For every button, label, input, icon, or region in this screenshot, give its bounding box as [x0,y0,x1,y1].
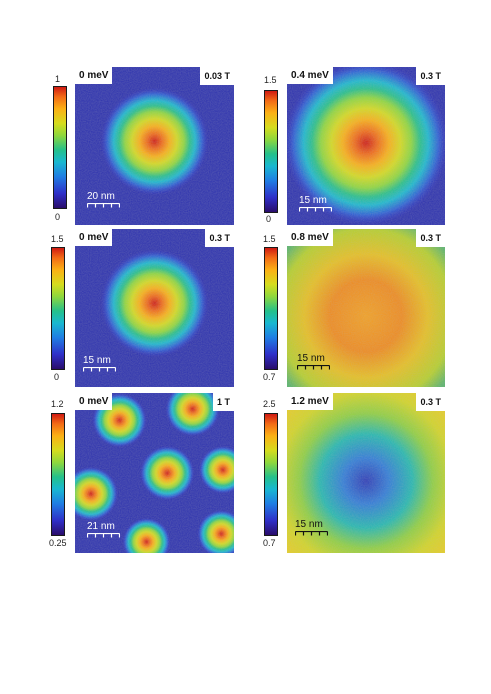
heatmap-image [75,229,234,387]
colorbar [264,413,278,536]
heatmap-image [287,67,445,225]
scale-bar-label: 15 nm [83,355,111,366]
energy-label: 0 meV [75,67,113,84]
vortex-map-panel: 0 meV 0.3 T 15 nm [75,229,234,387]
colorbar [51,247,65,370]
colorbar-min-label: 0.7 [263,372,276,382]
colorbar-min-label: 0.25 [49,538,67,548]
colorbar [264,90,278,213]
scale-bar-label: 21 nm [87,521,115,532]
scale-bar-label: 15 nm [297,353,325,364]
energy-label: 0.8 meV [287,229,333,246]
field-label: 0.3 T [416,229,445,247]
colorbar-min-label: 0 [266,214,272,224]
field-label: 0.3 T [416,393,445,411]
heatmap-image [75,67,234,225]
heatmap-image [287,229,445,387]
colorbar-max-label: 1.2 [51,399,64,409]
colorbar-max-label: 1.5 [51,234,64,244]
colorbar-max-label: 1.5 [264,75,277,85]
field-label: 0.03 T [200,67,234,85]
scale-bar-label: 20 nm [87,191,115,202]
vortex-map-panel: 0.8 meV 0.3 T 15 nm [287,229,445,387]
colorbar-max-label: 1.5 [263,234,276,244]
vortex-map-panel: 0.4 meV 0.3 T 15 nm [287,67,445,225]
vortex-map-panel: 1.2 meV 0.3 T 15 nm [287,393,445,553]
vortex-map-panel: 0 meV 0.03 T 20 nm [75,67,234,225]
scale-bar-label: 15 nm [299,195,327,206]
field-label: 1 T [212,393,234,411]
field-label: 0.3 T [416,67,445,85]
colorbar-max-label: 2.5 [263,399,276,409]
colorbar-min-label: 0 [55,212,61,222]
energy-label: 0.4 meV [287,67,333,84]
energy-label: 0 meV [75,393,113,410]
energy-label: 1.2 meV [287,393,333,410]
scale-bar-label: 15 nm [295,519,323,530]
colorbar [53,86,67,209]
colorbar-min-label: 0.7 [263,538,276,548]
colorbar-min-label: 0 [54,372,60,382]
field-label: 0.3 T [205,229,234,247]
colorbar-max-label: 1 [55,74,61,84]
vortex-map-panel: 0 meV 1 T 21 nm [75,393,234,553]
colorbar [51,413,65,536]
heatmap-image [287,393,445,553]
energy-label: 0 meV [75,229,113,246]
heatmap-image [75,393,234,553]
colorbar [264,247,278,370]
